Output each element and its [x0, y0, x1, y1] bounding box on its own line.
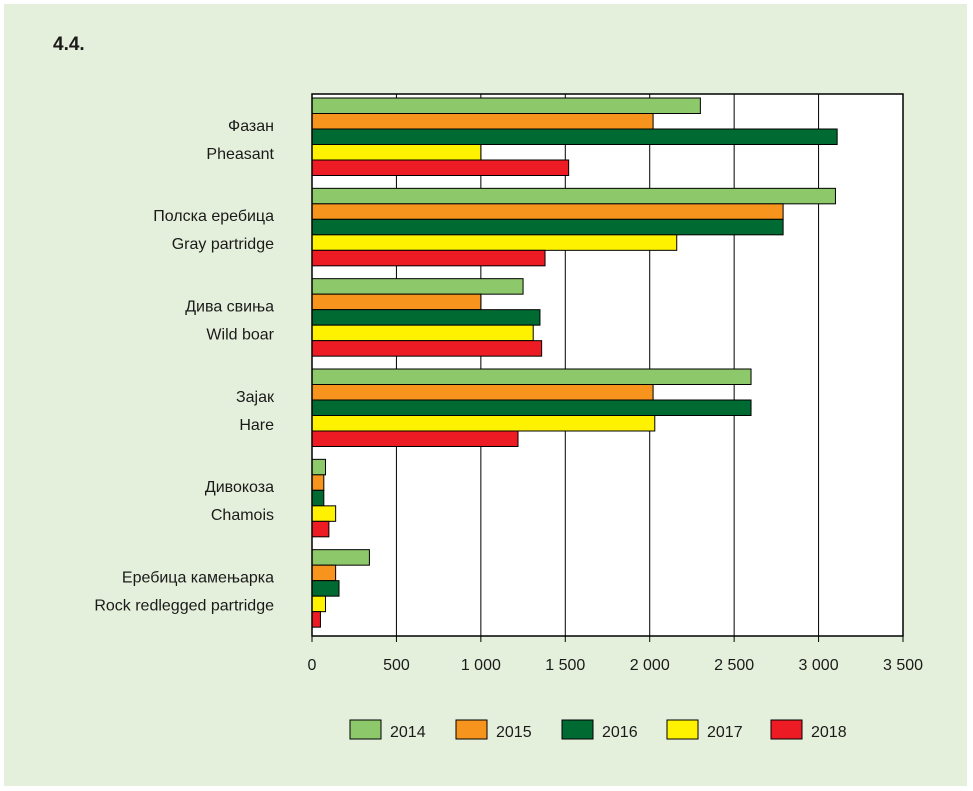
- category-label: Pheasant: [206, 146, 274, 163]
- bar-2017: [311, 415, 656, 432]
- bar-2018: [311, 249, 546, 267]
- category-label: Дивокоза: [205, 479, 274, 496]
- legend-label-2018: 2018: [811, 724, 847, 741]
- legend-swatch-2015: [455, 719, 488, 740]
- legend-label-2014: 2014: [390, 724, 426, 741]
- bar-2015: [311, 293, 482, 311]
- legend-label-2015: 2015: [496, 724, 532, 741]
- category-label: Зајак: [236, 389, 275, 406]
- x-tick-label: 1 000: [461, 657, 501, 674]
- y-axis: Фазан Pheasant Полска еребица Gray partridg…: [94, 118, 275, 615]
- category-label: Дива свиња: [185, 298, 274, 315]
- bar-2016: [311, 128, 838, 145]
- legend: 2014 2015 2016 2017 2018: [349, 719, 847, 741]
- x-axis: 0 500 1 000 1 500 2 000 2 500 3 000 3 500: [308, 636, 923, 674]
- figure-number: 4.4.: [53, 34, 85, 55]
- category-label: Gray partridge: [172, 236, 274, 253]
- bar-2018: [311, 340, 543, 357]
- bar-2017: [311, 324, 534, 342]
- bar-2015: [311, 564, 337, 582]
- bar-2016: [311, 309, 541, 326]
- bar-2017: [311, 234, 678, 251]
- bar-2018: [311, 430, 519, 447]
- x-tick-label: 3 000: [799, 657, 839, 674]
- bar-2016: [311, 218, 784, 236]
- x-tick-label: 3 500: [883, 657, 923, 674]
- legend-label-2016: 2016: [602, 724, 638, 741]
- bars: [311, 97, 838, 628]
- bar-2014: [311, 458, 327, 476]
- bar-2018: [311, 520, 330, 538]
- x-tick-label: 2 000: [630, 657, 670, 674]
- bar-2014: [311, 97, 701, 114]
- bar-2014: [311, 368, 752, 385]
- bar-2015: [311, 203, 784, 220]
- x-tick-label: 2 500: [714, 657, 754, 674]
- x-tick-label: 0: [308, 657, 317, 674]
- bar-2016: [311, 580, 340, 597]
- legend-swatch-2014: [349, 719, 382, 740]
- bar-2015: [311, 113, 654, 130]
- legend-swatch-2018: [770, 719, 803, 740]
- bar-2015: [311, 474, 325, 491]
- category-label: Еребица камењарка: [122, 569, 274, 586]
- bar-2017: [311, 144, 482, 161]
- category-label: Фазан: [228, 118, 274, 135]
- bar-2015: [311, 384, 654, 401]
- bar-2018: [311, 159, 570, 176]
- category-label: Chamois: [211, 507, 274, 524]
- legend-swatch-2016: [561, 719, 594, 740]
- category-label: Hare: [239, 417, 274, 434]
- bar-2014: [311, 187, 836, 205]
- plot-background: [312, 94, 903, 636]
- x-tick-label: 1 500: [545, 657, 585, 674]
- bar-2017: [311, 595, 327, 613]
- x-tick-label: 500: [383, 657, 410, 674]
- grid: [395, 94, 820, 636]
- bar-2016: [311, 489, 325, 507]
- plot-area-border: [311, 93, 904, 637]
- bar-2014: [311, 549, 370, 566]
- bar-2018: [311, 611, 321, 628]
- category-label: Rock redlegged partridge: [94, 597, 274, 614]
- category-label: Wild boar: [206, 326, 274, 343]
- bar-2014: [311, 278, 524, 295]
- category-label: Полска еребица: [153, 208, 274, 225]
- bar-2017: [311, 505, 337, 522]
- legend-swatch-2017: [666, 719, 699, 740]
- legend-label-2017: 2017: [707, 724, 743, 741]
- bar-2016: [311, 399, 752, 416]
